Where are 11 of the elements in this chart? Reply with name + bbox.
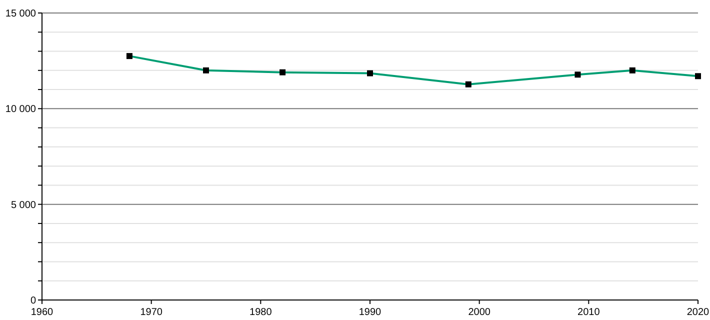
y-tick-label: 10 000	[5, 104, 36, 116]
x-tick-label: 1960	[30, 307, 54, 318]
y-tick-label: 0	[30, 296, 36, 306]
x-tick-label: 1980	[250, 307, 272, 318]
y-tick-label: 15 000	[5, 8, 36, 20]
y-tick-label: 5 000	[10, 200, 36, 211]
x-tick-label: 2000	[468, 307, 491, 318]
x-tick-label: 1970	[140, 307, 163, 318]
x-tick-label: 2010	[578, 307, 600, 318]
x-tick-label: 2020	[686, 307, 710, 318]
x-tick-label: 1990	[358, 307, 382, 318]
